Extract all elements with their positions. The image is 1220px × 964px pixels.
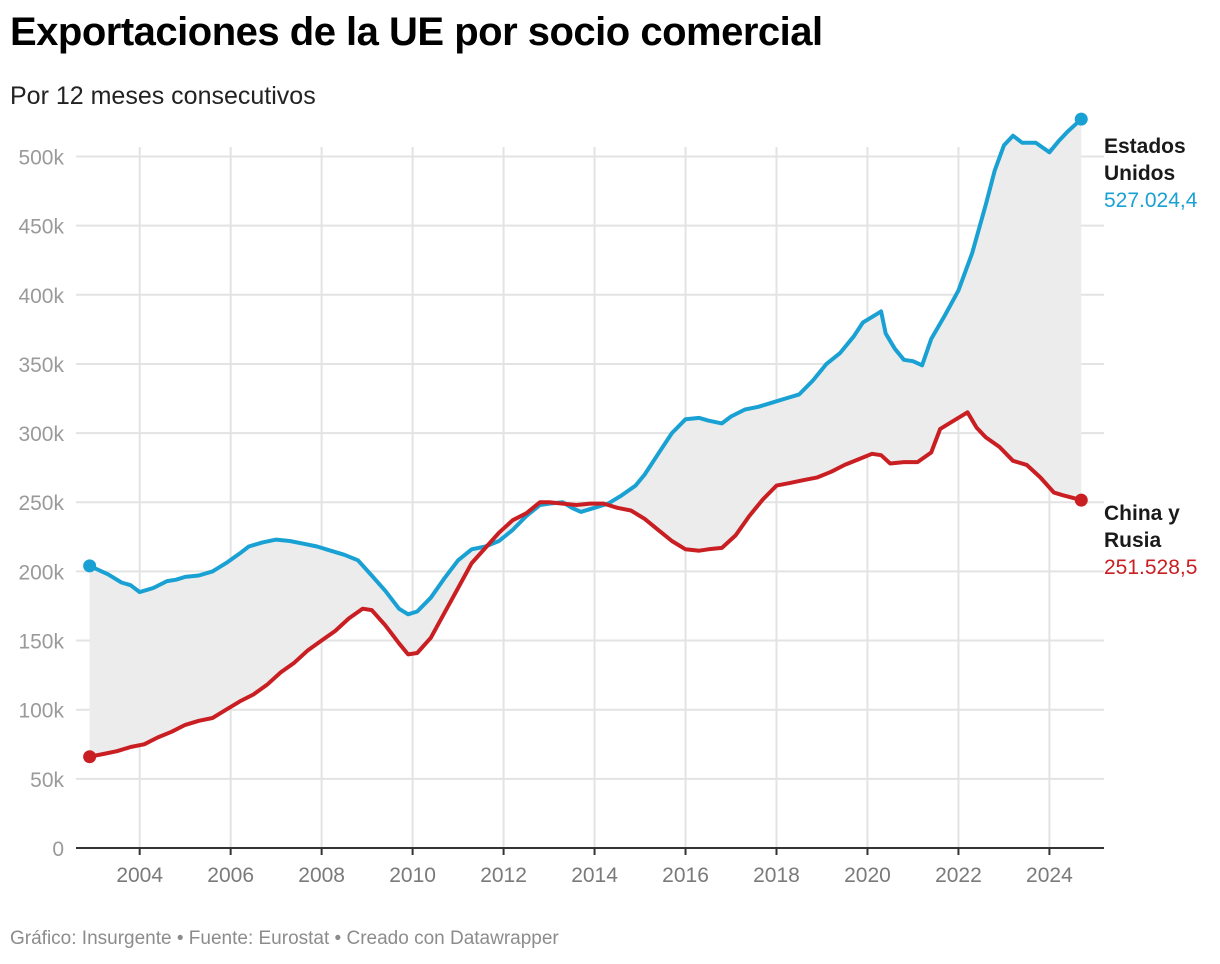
series-label-estados-unidos: Estados (1104, 135, 1186, 158)
grid-lines (76, 147, 1104, 848)
area-between-series (89, 119, 1082, 757)
y-tick-label: 50k (30, 769, 64, 792)
y-tick-label: 250k (18, 492, 64, 515)
chart-footer-credit: Gráfico: Insurgente • Fuente: Eurostat •… (10, 928, 559, 949)
series-start-marker-estados-unidos (83, 559, 97, 573)
x-tick-label: 2004 (116, 864, 163, 887)
series-label-china-y-rusia: China y (1104, 502, 1180, 525)
y-tick-label: 0 (52, 838, 64, 861)
y-tick-label: 500k (18, 146, 64, 169)
x-tick-label: 2006 (207, 864, 254, 887)
x-tick-label: 2018 (753, 864, 800, 887)
y-axis-ticks: 0 50k 100k 150k 200k 250k 300k 350k 400k 450k 500k (18, 146, 64, 861)
series-end-marker-estados-unidos (1074, 112, 1088, 126)
x-tick-label: 2008 (298, 864, 345, 887)
y-tick-label: 150k (18, 631, 64, 654)
y-tick-label: 400k (18, 285, 64, 308)
x-tick-label: 2014 (571, 864, 618, 887)
series-start-marker-china-y-rusia (83, 750, 97, 764)
x-tick-label: 2022 (935, 864, 982, 887)
y-tick-label: 300k (18, 423, 64, 446)
y-tick-label: 450k (18, 216, 64, 239)
series-end-marker-china-y-rusia (1074, 493, 1088, 507)
y-tick-label: 350k (18, 354, 64, 377)
chart-title: Exportaciones de la UE por socio comerci… (10, 10, 823, 54)
series-line-estados-unidos (87, 117, 1084, 617)
x-tick-label: 2016 (662, 864, 709, 887)
y-tick-label: 200k (18, 561, 64, 584)
x-tick-label: 2024 (1026, 864, 1073, 887)
series-end-markers (83, 112, 1088, 764)
series-label-estados-unidos: Unidos (1104, 162, 1175, 185)
y-tick-label: 100k (18, 700, 64, 723)
x-axis-ticks: 2004 2006 2008 2010 2012 2014 2016 2018 2020 2022… (116, 848, 1073, 887)
series-label-china-y-rusia: Rusia (1104, 529, 1162, 552)
series-line-china-y-rusia (87, 410, 1084, 759)
series-labels: Estados Unidos 527.024,4 China y Rusia 251.52… (1104, 135, 1198, 579)
x-tick-label: 2020 (844, 864, 891, 887)
series-value-label-estados-unidos: 527.024,4 (1104, 189, 1198, 212)
series-value-label-china-y-rusia: 251.528,5 (1104, 556, 1197, 579)
x-tick-label: 2012 (480, 864, 527, 887)
chart-subtitle: Por 12 meses consecutivos (10, 82, 316, 110)
x-tick-label: 2010 (389, 864, 436, 887)
